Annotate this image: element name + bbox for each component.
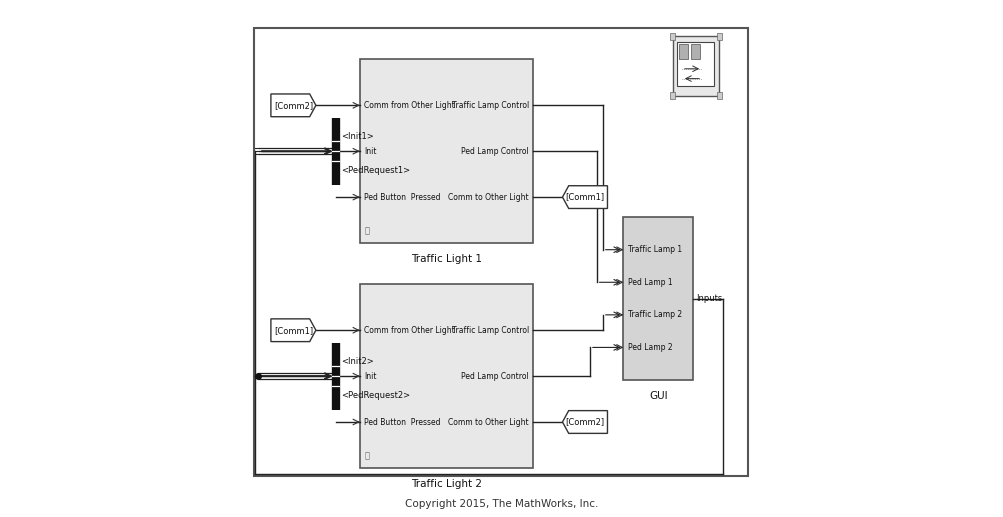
FancyBboxPatch shape bbox=[678, 44, 687, 59]
FancyBboxPatch shape bbox=[359, 284, 533, 468]
Text: Traffic Light 2: Traffic Light 2 bbox=[410, 479, 481, 489]
Text: Ped Button  Pressed: Ped Button Pressed bbox=[364, 193, 440, 202]
Text: Traffic Lamp 1: Traffic Lamp 1 bbox=[627, 245, 681, 254]
Text: <PedRequest1>: <PedRequest1> bbox=[340, 166, 409, 175]
FancyBboxPatch shape bbox=[669, 92, 675, 99]
FancyBboxPatch shape bbox=[716, 92, 721, 99]
Text: Ped Lamp 2: Ped Lamp 2 bbox=[627, 343, 672, 352]
Polygon shape bbox=[562, 186, 607, 208]
Polygon shape bbox=[271, 319, 316, 342]
Polygon shape bbox=[562, 410, 607, 433]
FancyBboxPatch shape bbox=[669, 33, 675, 40]
Text: Comm from Other Light: Comm from Other Light bbox=[364, 101, 454, 110]
Polygon shape bbox=[271, 94, 316, 117]
FancyBboxPatch shape bbox=[254, 28, 747, 476]
FancyBboxPatch shape bbox=[690, 44, 699, 59]
Text: <Init2>: <Init2> bbox=[340, 357, 373, 366]
Text: <Init1>: <Init1> bbox=[340, 132, 373, 141]
Text: Comm from Other Light: Comm from Other Light bbox=[364, 326, 454, 334]
Text: Traffic Lamp 2: Traffic Lamp 2 bbox=[627, 310, 681, 320]
Text: Init: Init bbox=[364, 147, 376, 156]
Text: ⛓: ⛓ bbox=[365, 451, 370, 460]
Text: Init: Init bbox=[364, 372, 376, 381]
Text: Comm to Other Light: Comm to Other Light bbox=[447, 418, 529, 427]
Text: Comm to Other Light: Comm to Other Light bbox=[447, 193, 529, 202]
Text: Traffic Lamp Control: Traffic Lamp Control bbox=[451, 101, 529, 110]
Text: [Comm1]: [Comm1] bbox=[565, 193, 604, 202]
Text: GUI: GUI bbox=[648, 391, 667, 401]
Text: ⛓: ⛓ bbox=[365, 226, 370, 235]
FancyBboxPatch shape bbox=[623, 217, 693, 380]
Text: Inputs: Inputs bbox=[695, 294, 721, 303]
Text: Traffic Lamp Control: Traffic Lamp Control bbox=[451, 326, 529, 334]
FancyBboxPatch shape bbox=[672, 36, 718, 96]
Text: Ped Lamp Control: Ped Lamp Control bbox=[460, 147, 529, 156]
Text: Copyright 2015, The MathWorks, Inc.: Copyright 2015, The MathWorks, Inc. bbox=[405, 499, 598, 509]
Text: [Comm2]: [Comm2] bbox=[274, 101, 313, 110]
FancyBboxPatch shape bbox=[716, 33, 721, 40]
FancyBboxPatch shape bbox=[359, 59, 533, 243]
Text: [Comm1]: [Comm1] bbox=[274, 326, 313, 334]
Text: Ped Lamp Control: Ped Lamp Control bbox=[460, 372, 529, 381]
Text: <PedRequest2>: <PedRequest2> bbox=[340, 391, 409, 400]
Text: Ped Lamp 1: Ped Lamp 1 bbox=[627, 278, 672, 287]
Text: Ped Button  Pressed: Ped Button Pressed bbox=[364, 418, 440, 427]
Text: Traffic Light 1: Traffic Light 1 bbox=[410, 254, 481, 264]
Text: [Comm2]: [Comm2] bbox=[565, 418, 604, 427]
FancyBboxPatch shape bbox=[677, 42, 714, 86]
